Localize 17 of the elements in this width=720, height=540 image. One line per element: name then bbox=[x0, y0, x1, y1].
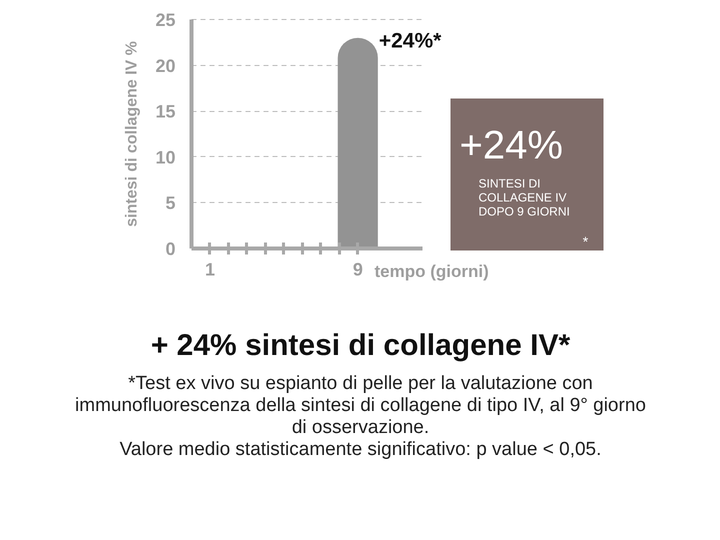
text: Valore medio statisticamente significativo: p value < 0,05. bbox=[120, 439, 602, 460]
y-tick-label: 0 bbox=[165, 239, 176, 259]
text: +24% bbox=[460, 124, 563, 168]
y-axis-title: sintesi di collagene IV % bbox=[123, 41, 140, 227]
x-tick-label: 1 bbox=[204, 260, 215, 280]
x-tick-label: 9 bbox=[352, 260, 363, 280]
y-tick-label: 15 bbox=[155, 102, 176, 122]
text: SINTESI DI COLLAGENE IV DOPO 9 GIORNI bbox=[478, 176, 570, 218]
annotation: +24%* bbox=[378, 29, 442, 52]
y-tick-label: 20 bbox=[155, 56, 176, 76]
text: *Test ex vivo su espianto di pelle per la valutazione con immunofluorescenza della sintesi di collagene di tipo IV, al 9° giorno di osservazione. bbox=[75, 373, 646, 438]
text: + 24% sintesi di collagene IV* bbox=[150, 329, 570, 362]
y-tick-label: 5 bbox=[165, 193, 176, 214]
text: * bbox=[582, 234, 589, 250]
y-tick-label: 10 bbox=[155, 147, 176, 168]
x-axis-title: tempo (giorni) bbox=[374, 262, 489, 281]
y-tick-label: 25 bbox=[155, 10, 176, 30]
